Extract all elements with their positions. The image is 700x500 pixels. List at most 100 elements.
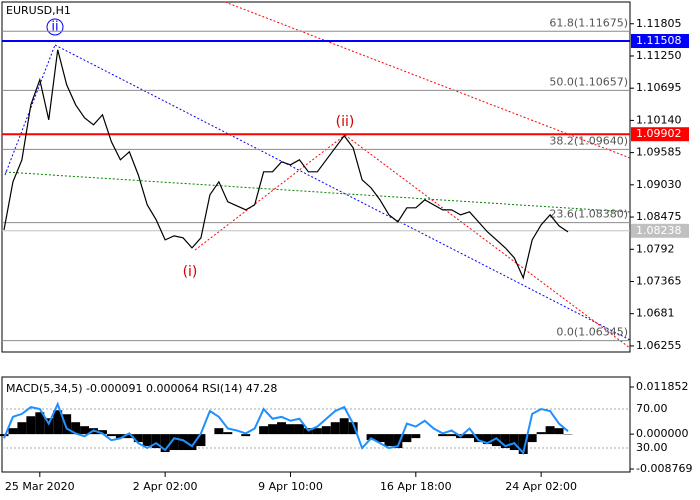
macd-bar [312,428,322,435]
y-tick-label: 1.10140 [636,113,682,126]
y-tick-label: 1.11250 [636,49,682,62]
macd-bar [80,426,90,435]
y-tick-label: 1.09585 [636,146,682,159]
macd-bar [151,434,161,449]
trend-line [224,1,631,159]
macd-bar [411,434,421,439]
fib-label: 0.0(1.06345) [556,326,628,339]
macd-bar [465,434,474,439]
wave-label: ii [51,20,58,35]
macd-bar [124,434,134,439]
macd-bar [277,422,286,435]
macd-bar [330,422,340,435]
x-tick-label: 2 Apr 02:00 [133,480,198,493]
trend-line [4,171,631,213]
macd-bar [509,434,519,451]
trend-line [344,134,631,349]
chart-title: EURUSD,H1 [6,4,71,17]
macd-bar [142,434,152,447]
macd-bar [545,426,555,435]
macd-bar [402,434,412,443]
macd-bar [187,434,197,451]
macd-bar [259,426,269,435]
y-tick-label: 1.08475 [636,210,682,223]
macd-bar [491,434,501,447]
macd-bar [393,434,403,449]
wave-label: (ii) [336,114,355,130]
y-tick-label: 0.011852 [636,380,689,393]
macd-bar [474,434,483,443]
macd-bar [518,434,528,455]
macd-bar [53,410,63,435]
macd-bar [71,422,81,435]
macd-bar [554,428,564,435]
macd-bar [241,434,251,437]
y-tick-label: 0.000000 [636,427,689,440]
indicator-panel [1,376,631,473]
wave-label: (i) [183,264,198,280]
y-tick-label: 1.09030 [636,178,682,191]
y-tick-label: -0.008769 [636,462,692,475]
macd-bar [62,414,72,435]
level-label: 1.11508 [636,34,682,47]
macd-bar [366,434,376,441]
macd-bar [286,424,295,435]
macd-bar [482,434,492,445]
wave-circle [46,18,64,36]
rsi-tick-label: 70.00 [636,402,668,415]
macd-bar [321,426,331,435]
level-box [631,34,689,49]
macd-bar [536,432,546,435]
macd-bar [133,434,143,443]
macd-bar [196,434,206,447]
macd-bar [384,434,394,447]
macd-bar [26,416,36,435]
macd-bar [438,434,448,437]
x-tick-label: 9 Apr 10:00 [258,480,323,493]
macd-bar [527,434,537,443]
y-tick-label: 1.11805 [636,17,682,30]
level-box [631,127,689,142]
rsi-line [3,401,569,455]
macd-bar [348,422,358,435]
main-panel [1,1,631,353]
macd-bar [375,434,385,443]
macd-bar [178,434,188,451]
macd-bar [268,424,278,435]
level-label: 1.09902 [636,127,682,140]
macd-bar [223,432,233,435]
price-line [3,49,569,280]
macd-bar [214,428,224,435]
macd-bar [500,434,510,449]
y-tick-label: 1.06255 [636,339,682,352]
macd-bar [98,430,107,435]
x-tick-label: 16 Apr 18:00 [380,480,452,493]
macd-bar [44,418,54,435]
macd-bar [17,422,27,435]
fib-label: 38.2(1.09640) [549,134,628,147]
rsi-tick-label: 30.00 [636,441,668,454]
macd-bar [447,434,457,437]
indicator-title: MACD(5,34,5) -0.000091 0.000064 RSI(14) … [6,382,277,395]
macd-bar [169,434,179,451]
macd-bar [160,434,170,453]
macd-bar [8,428,18,435]
level-box [631,223,689,238]
trend-line [194,134,346,251]
x-tick-label: 25 Mar 2020 [5,480,75,493]
macd-bar [294,424,304,435]
fib-label: 50.0(1.10657) [549,75,628,88]
macd-bar [35,412,45,435]
fib-label: 23.6(1.08380) [549,208,628,221]
level-label: 1.08238 [636,224,682,237]
macd-bar [339,418,349,435]
fib-label: 61.8(1.11675) [549,16,628,29]
y-tick-label: 1.0681 [636,307,675,320]
x-tick-label: 24 Apr 02:00 [505,480,577,493]
y-tick-label: 1.0792 [636,242,675,255]
y-tick-label: 1.07365 [636,274,682,287]
macd-bar [115,434,125,439]
y-tick-label: 1.10695 [636,81,682,94]
